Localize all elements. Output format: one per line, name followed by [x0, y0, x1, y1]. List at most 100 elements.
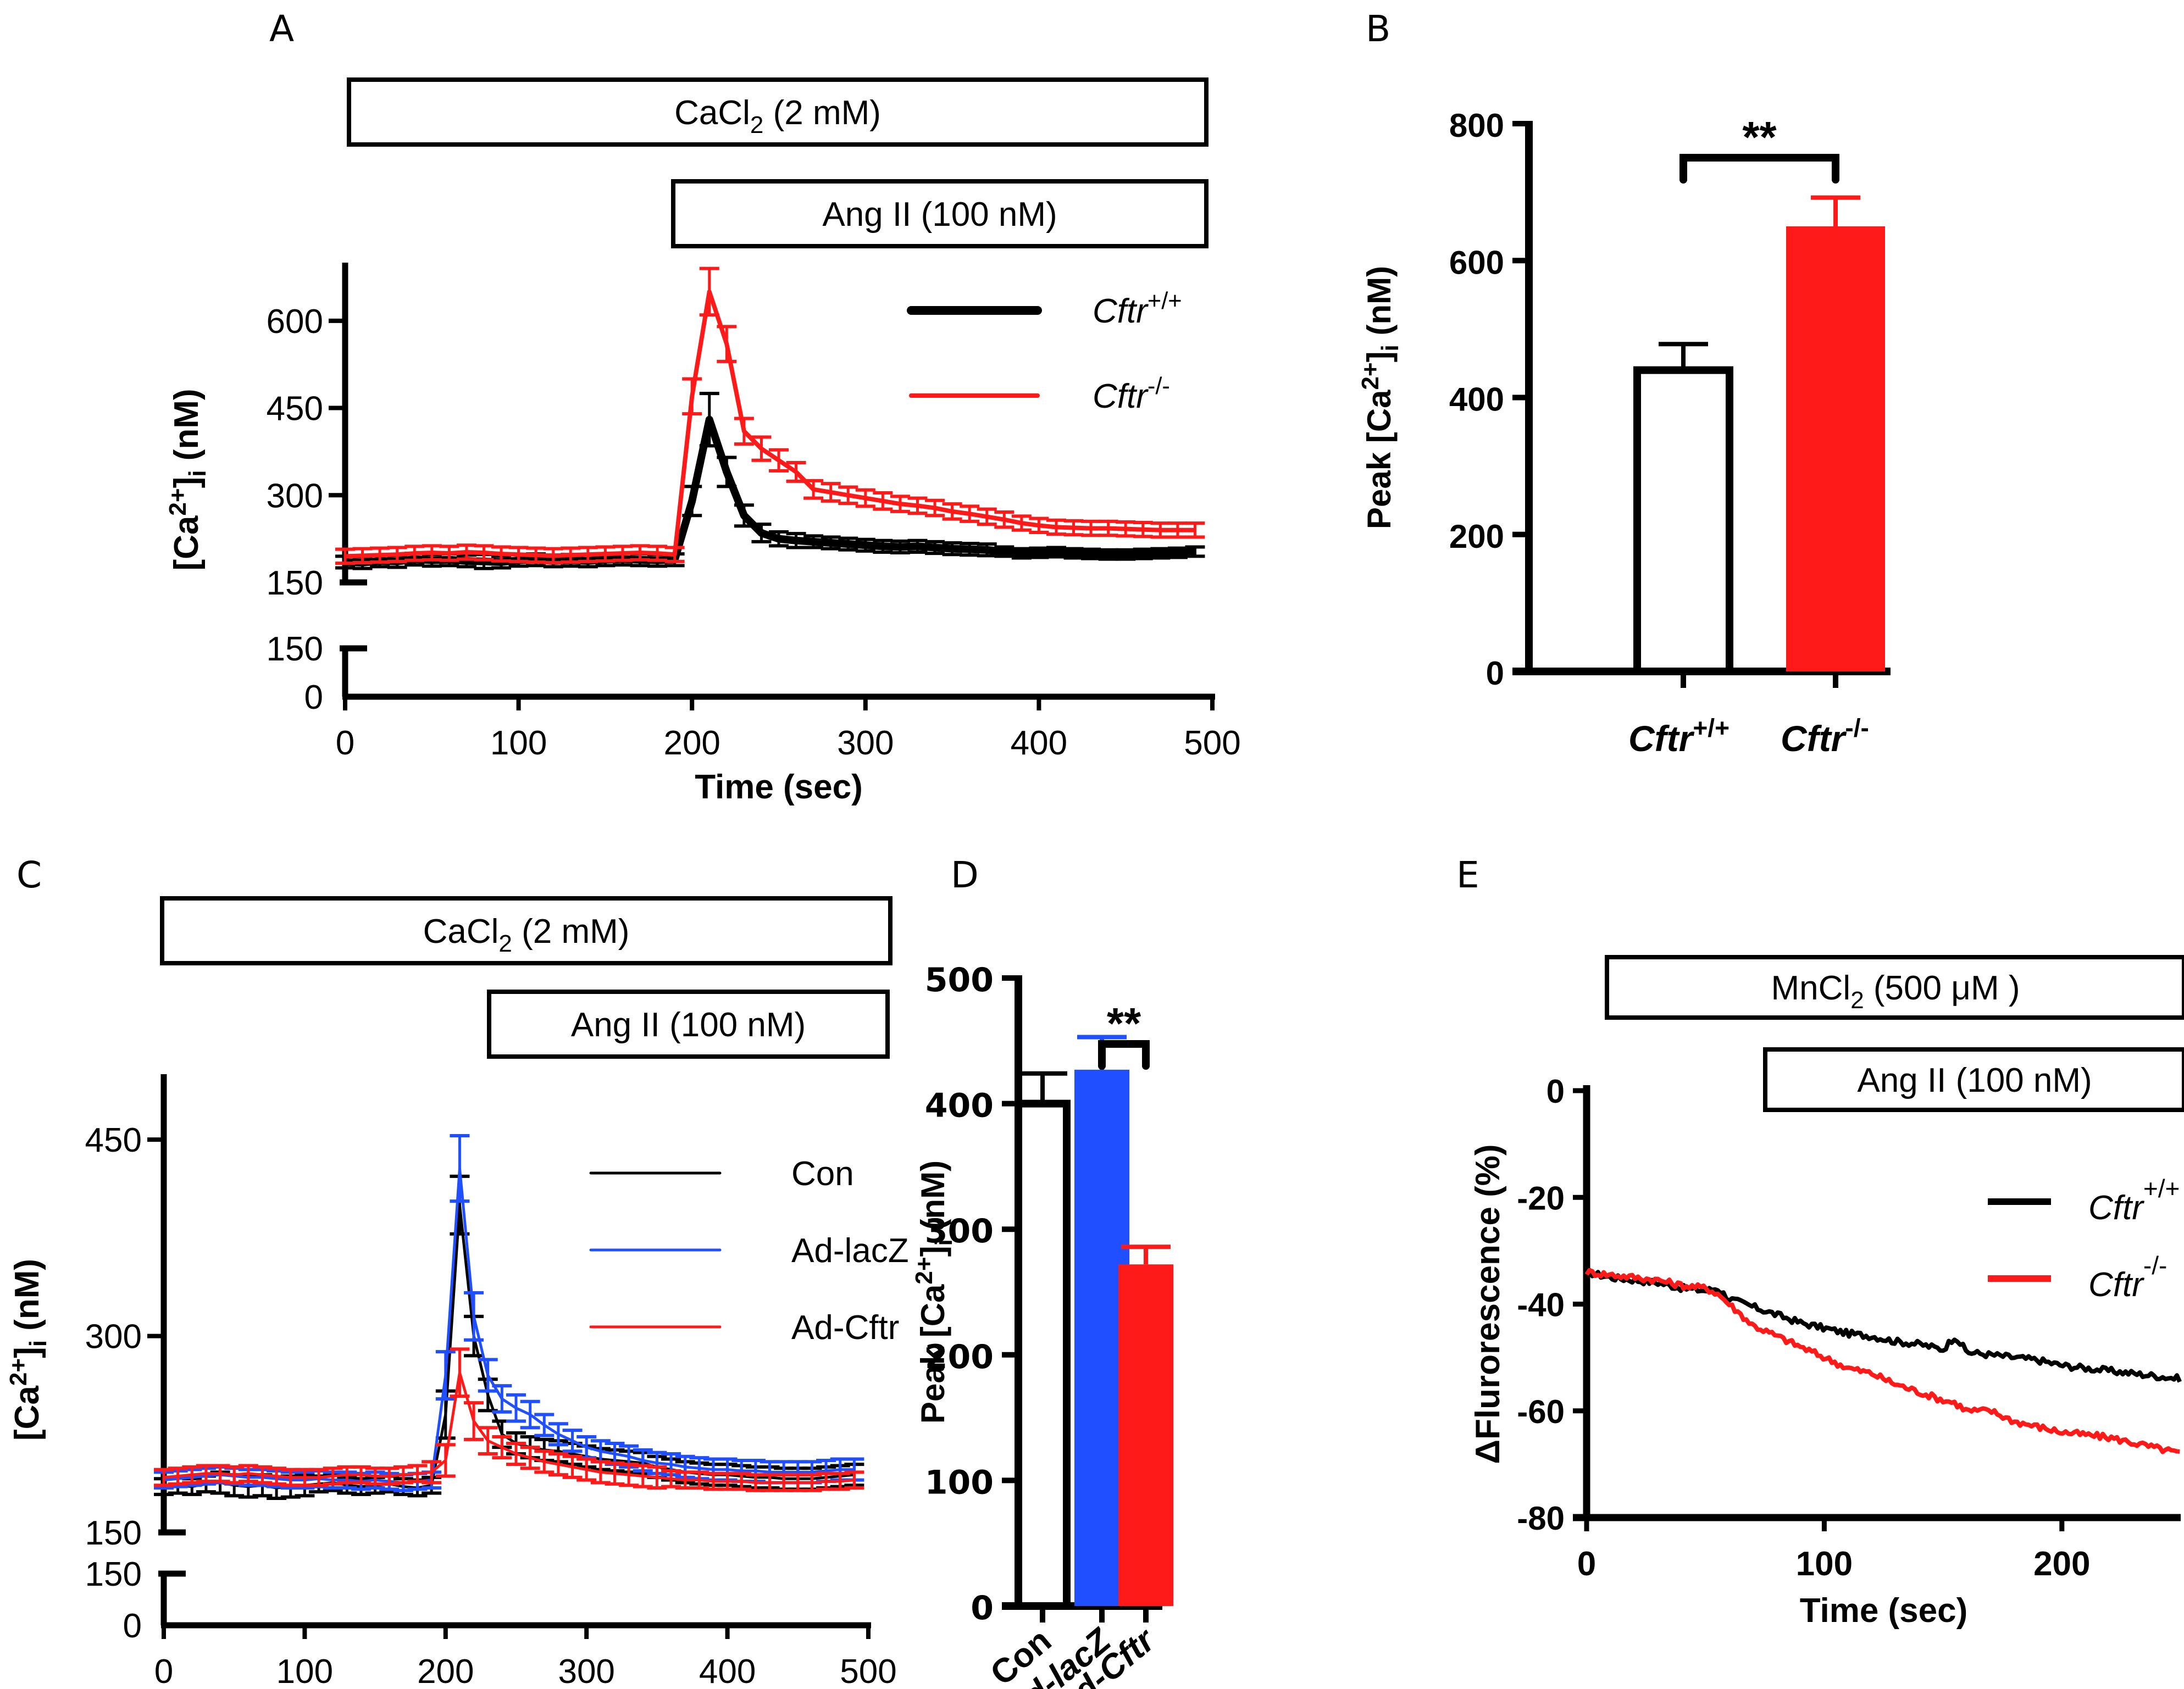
panel-a: CaCl2 (2 mM) Ang II (100 nM) 150 300 450 600 1… [164, 77, 1241, 806]
legend-label: Con [791, 1155, 854, 1193]
y-axis-label: [Ca2+]i (nM) [164, 388, 211, 570]
treatment-box: Ang II (100 nM) [1763, 1047, 2184, 1112]
x-tick-label: 200 [2033, 1545, 2090, 1583]
y-tick-label: -60 [1517, 1393, 1565, 1430]
series-line [345, 415, 1195, 567]
y-tick-label: 200 [925, 1338, 994, 1376]
y-tick-label: 0 [1486, 655, 1504, 692]
x-tick-label: 100 [276, 1653, 333, 1689]
y-tick-label: -80 [1517, 1500, 1565, 1537]
significance-stars: ** [1107, 999, 1141, 1048]
significance-stars: ** [1742, 113, 1777, 162]
series-line-cftr-ko [1584, 1268, 2180, 1454]
y-tick-label: 300 [925, 1212, 994, 1251]
treatment-box-label: MnCl2 (500 μM ) [1771, 969, 2020, 1014]
legend-label: Cftr-/- [1093, 373, 1170, 415]
treatment-box: Ang II (100 nM) [671, 179, 1209, 248]
x-tick-label: 300 [837, 724, 894, 762]
x-tick-label: 300 [558, 1653, 614, 1689]
y-tick-label: 0 [304, 679, 323, 716]
y-axis-label: Peak [Ca2+]i (nM) [911, 1160, 957, 1424]
y-tick-label: 600 [267, 303, 323, 341]
x-tick-label: 0 [336, 724, 354, 762]
x-tick-label: 0 [1577, 1545, 1596, 1583]
treatment-box-outline [671, 179, 1209, 248]
y-tick-label: -20 [1517, 1180, 1565, 1216]
y-tick-label: 300 [85, 1318, 142, 1356]
y-tick-label: 150 [85, 1514, 142, 1552]
bar-con: Con [983, 1071, 1071, 1689]
y-tick-label: 800 [1449, 107, 1504, 144]
panel-c: CaCl2 (2 mM) Ang II (100 nM) 150 300 450 150 0… [5, 896, 909, 1689]
y-tick-label: 0 [123, 1607, 142, 1645]
legend-label: Cftr-/- [2088, 1251, 2167, 1304]
series-line [163, 1371, 855, 1484]
y-axis-label: Peak [Ca2+]i (nM) [1357, 266, 1404, 529]
treatment-box-label: Ang II (100 nM) [822, 196, 1057, 234]
y-tick-label: 200 [1449, 518, 1504, 555]
treatment-box: MnCl2 (500 μM ) [1605, 955, 2184, 1020]
series-cftr- [335, 266, 1205, 565]
series-ad-cftr [154, 1347, 864, 1492]
x-tick-label: 200 [663, 724, 720, 762]
treatment-box-label: Ang II (100 nM) [1857, 1062, 2092, 1099]
series-line [163, 1167, 855, 1484]
legend-label: Ad-Cftr [791, 1309, 899, 1347]
legend-label: Ad-lacZ [791, 1232, 909, 1270]
y-tick-label: 450 [85, 1121, 142, 1159]
y-tick-label: 300 [267, 477, 323, 515]
treatment-box: CaCl2 (2 mM) [347, 77, 1209, 147]
panel-label-d: D [951, 854, 979, 896]
significance-bracket [1679, 154, 1839, 184]
treatment-box-label: CaCl2 (2 mM) [423, 913, 630, 957]
y-tick-label: 600 [1449, 244, 1504, 281]
bar [1118, 1264, 1173, 1606]
treatment-box-outline [347, 77, 1209, 147]
bar [1633, 366, 1733, 675]
bar [1015, 1099, 1071, 1610]
y-tick-label: 100 [925, 1463, 994, 1502]
treatment-box-outline [160, 896, 893, 965]
legend-label: Cftr+/+ [1093, 288, 1182, 330]
y-tick-label: -40 [1517, 1287, 1565, 1324]
legend-label: Cftr+/+ [1628, 714, 1730, 759]
y-tick-label: 400 [1449, 381, 1504, 418]
panel-label-a: A [269, 8, 294, 50]
y-tick-label: 400 [925, 1087, 994, 1125]
panel-e: MnCl2 (500 μM ) Ang II (100 nM) 0 -20 -40 -60… [1469, 955, 2184, 1630]
legend-label: Cftr-/- [1781, 714, 1869, 759]
x-tick-label: 400 [1011, 724, 1067, 762]
x-tick-label: 500 [1184, 724, 1240, 762]
bar-cftr-: Cftr-/- [1781, 195, 1885, 759]
series-line [163, 1203, 855, 1490]
x-tick-label: 0 [154, 1653, 173, 1689]
x-axis-label: Time (sec) [1800, 1592, 1968, 1630]
y-tick-label: 0 [971, 1589, 994, 1627]
y-tick-label: 150 [267, 630, 323, 668]
treatment-box-outline [1763, 1047, 2184, 1112]
y-tick-label: 450 [267, 390, 323, 428]
legend-label: Cftr+/+ [2088, 1174, 2180, 1227]
y-tick-label: 0 [1546, 1073, 1565, 1110]
panel-label-e: E [1456, 854, 1479, 896]
significance-bracket [1098, 1040, 1150, 1070]
y-tick-label: 150 [267, 564, 323, 602]
y-tick-label: 150 [85, 1555, 142, 1593]
x-tick-label: 100 [490, 724, 547, 762]
bar-cftr-: Cftr+/+ [1628, 342, 1733, 759]
panel-b: 0 200 400 600 800 Peak [Ca2+]i (nM) Cftr+/+ Cft… [1357, 107, 1891, 759]
treatment-box-label: Ang II (100 nM) [571, 1006, 806, 1044]
x-tick-label: 400 [699, 1653, 756, 1689]
treatment-box: Ang II (100 nM) [487, 990, 890, 1059]
treatment-box-outline [1605, 955, 2184, 1020]
y-tick-label: 500 [925, 961, 994, 999]
x-tick-label: 100 [1796, 1545, 1853, 1583]
panel-label-c: C [16, 854, 42, 896]
treatment-box-outline [487, 990, 890, 1059]
x-tick-label: 200 [417, 1653, 474, 1689]
treatment-box: CaCl2 (2 mM) [160, 896, 893, 965]
panel-label-b: B [1366, 8, 1390, 50]
series-line [345, 289, 1195, 559]
